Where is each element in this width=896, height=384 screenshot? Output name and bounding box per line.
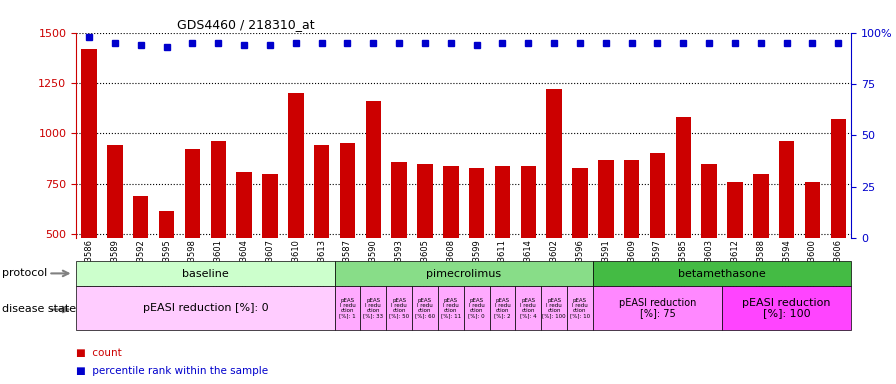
Bar — [159, 211, 175, 335]
Text: pEAS
l redu
ction
[%]: 50: pEAS l redu ction [%]: 50 — [389, 298, 409, 319]
Bar — [541, 286, 567, 330]
Bar — [334, 261, 593, 286]
Bar — [237, 172, 252, 335]
Bar — [650, 154, 665, 335]
Bar — [547, 89, 562, 335]
Text: baseline: baseline — [182, 268, 228, 279]
Bar — [805, 182, 820, 335]
Text: betamethasone: betamethasone — [678, 268, 766, 279]
Bar — [360, 286, 386, 330]
Text: ■  percentile rank within the sample: ■ percentile rank within the sample — [76, 366, 268, 376]
Bar — [314, 146, 330, 335]
Text: pEAS
l redu
ction
[%]: 4: pEAS l redu ction [%]: 4 — [520, 298, 537, 319]
Text: pEAS
l redu
ction
[%]: 1: pEAS l redu ction [%]: 1 — [339, 298, 356, 319]
Text: pEAS
l redu
ction
[%]: 60: pEAS l redu ction [%]: 60 — [415, 298, 435, 319]
Bar — [438, 286, 464, 330]
Bar — [567, 286, 593, 330]
Text: pimecrolimus: pimecrolimus — [426, 268, 501, 279]
Bar — [702, 164, 717, 335]
Bar — [211, 141, 226, 335]
Bar — [573, 167, 588, 335]
Bar — [593, 261, 851, 286]
Bar — [82, 49, 97, 335]
Text: pEAS
l redu
ction
[%]: 33: pEAS l redu ction [%]: 33 — [363, 298, 383, 319]
Text: pEAS
l redu
ction
[%]: 10: pEAS l redu ction [%]: 10 — [570, 298, 590, 319]
Bar — [469, 167, 485, 335]
Bar — [593, 286, 722, 330]
Text: pEASI reduction
[%]: 100: pEASI reduction [%]: 100 — [743, 298, 831, 319]
Text: disease state: disease state — [2, 304, 76, 314]
Text: pEAS
l redu
ction
[%]: 11: pEAS l redu ction [%]: 11 — [441, 298, 461, 319]
Bar — [392, 162, 407, 335]
Bar — [185, 149, 200, 335]
Bar — [753, 174, 769, 335]
Bar — [133, 196, 149, 335]
Bar — [76, 286, 334, 330]
Bar — [598, 159, 614, 335]
Text: ■  count: ■ count — [76, 348, 122, 358]
Bar — [288, 93, 304, 335]
Bar — [108, 146, 123, 335]
Text: pEAS
l redu
ction
[%]: 0: pEAS l redu ction [%]: 0 — [469, 298, 485, 319]
Bar — [676, 117, 691, 335]
Bar — [263, 174, 278, 335]
Bar — [366, 101, 381, 335]
Text: protocol: protocol — [2, 268, 47, 278]
Bar — [76, 261, 334, 286]
Bar — [728, 182, 743, 335]
Bar — [515, 286, 541, 330]
Bar — [722, 286, 851, 330]
Text: pEASI reduction
[%]: 75: pEASI reduction [%]: 75 — [619, 298, 696, 319]
Bar — [340, 143, 355, 335]
Text: GDS4460 / 218310_at: GDS4460 / 218310_at — [177, 18, 314, 31]
Bar — [386, 286, 412, 330]
Bar — [418, 164, 433, 335]
Bar — [443, 166, 459, 335]
Text: pEAS
l redu
ction
[%]: 2: pEAS l redu ction [%]: 2 — [494, 298, 511, 319]
Bar — [489, 286, 515, 330]
Bar — [624, 159, 640, 335]
Bar — [779, 141, 795, 335]
Bar — [495, 166, 510, 335]
Bar — [521, 166, 536, 335]
Bar — [464, 286, 489, 330]
Text: pEASI reduction [%]: 0: pEASI reduction [%]: 0 — [142, 303, 268, 313]
Bar — [831, 119, 846, 335]
Text: pEAS
l redu
ction
[%]: 100: pEAS l redu ction [%]: 100 — [542, 298, 566, 319]
Bar — [334, 286, 360, 330]
Bar — [412, 286, 438, 330]
